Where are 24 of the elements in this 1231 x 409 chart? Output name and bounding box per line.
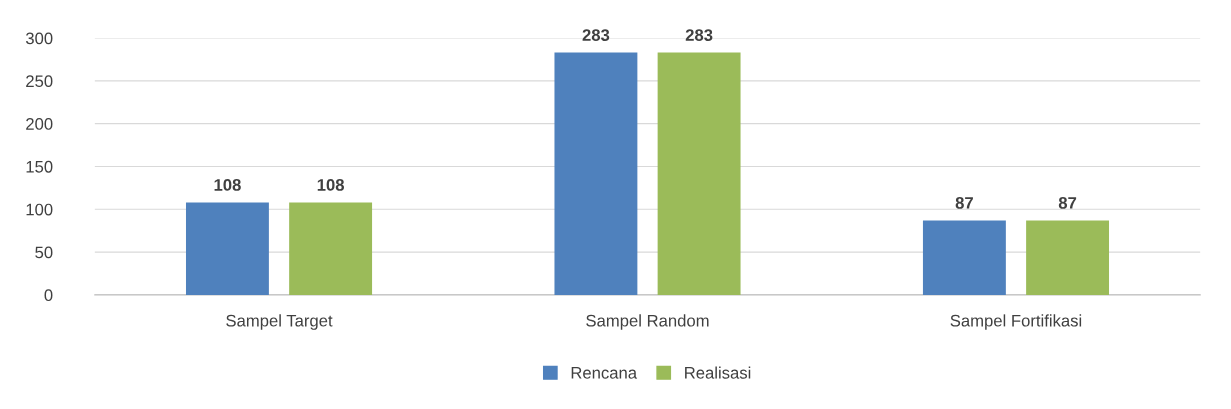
- data-label: 283: [582, 29, 610, 41]
- data-label: 87: [955, 196, 973, 209]
- data-label: 108: [214, 178, 241, 191]
- y-tick-label: 200: [26, 118, 53, 130]
- bar: [554, 52, 638, 295]
- bar: [922, 220, 1006, 295]
- bar: [289, 202, 373, 295]
- y-tick-label: 0: [44, 289, 53, 302]
- x-tick-label: Sampel Random: [586, 314, 709, 330]
- y-tick-label: 150: [26, 160, 53, 173]
- bar: [185, 202, 269, 295]
- y-tick-label: 300: [25, 32, 53, 45]
- bar: [657, 52, 741, 295]
- y-tick-label: 250: [26, 75, 53, 88]
- data-label: 87: [1058, 196, 1077, 209]
- data-label: 283: [685, 29, 713, 41]
- legend-label: Rencana: [571, 367, 638, 379]
- bar: [1026, 220, 1110, 295]
- y-tick-label: 50: [35, 246, 53, 259]
- data-label: 108: [317, 178, 345, 191]
- y-tick-label: 100: [26, 203, 53, 216]
- legend-label: Realisasi: [685, 366, 751, 379]
- x-tick-label: Sampel Target: [226, 314, 333, 330]
- x-tick-label: Sampel Fortifikasi: [950, 314, 1082, 330]
